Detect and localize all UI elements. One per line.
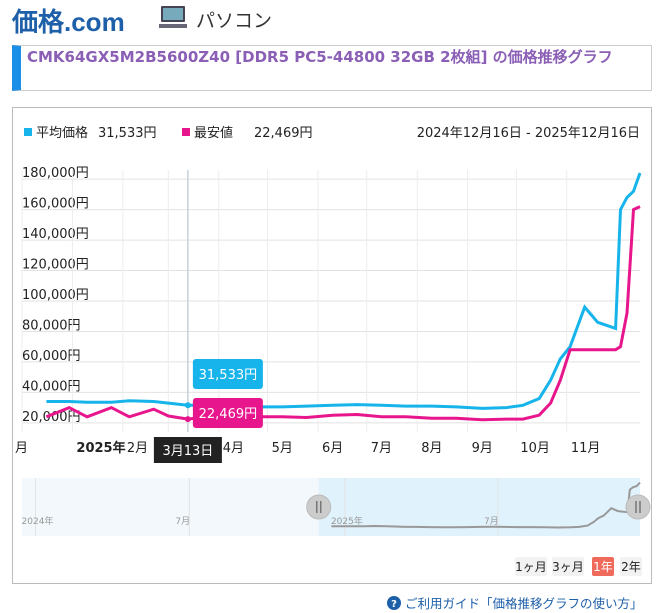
y-tick-label: 20,000円 — [22, 410, 81, 425]
legend-swatch — [24, 128, 32, 136]
monitor-icon — [159, 6, 187, 28]
y-tick-label: 100,000円 — [22, 288, 89, 303]
y-tick-label: 160,000円 — [22, 197, 89, 212]
range-button[interactable] — [620, 557, 642, 576]
x-tick-label: 6月 — [322, 441, 343, 456]
tooltip-box — [192, 398, 263, 428]
navigator-line — [331, 481, 641, 529]
range-button-label[interactable]: 1年 — [593, 560, 613, 574]
y-tick-label: 80,000円 — [22, 318, 81, 333]
tooltip-box — [192, 359, 263, 389]
navigator-handle[interactable] — [625, 494, 651, 520]
range-button[interactable] — [552, 557, 584, 576]
category[interactable]: パソコン — [196, 10, 273, 32]
footer-link[interactable]: ご利用ガイド「価格推移グラフの使い方」 — [405, 596, 643, 611]
range-button-label[interactable]: 1ヶ月 — [515, 560, 547, 574]
tooltip-date-box — [153, 437, 222, 463]
navigator-label: 2024年 — [22, 515, 54, 527]
range-button[interactable] — [515, 557, 547, 576]
hover-point — [184, 402, 191, 409]
help-icon — [387, 596, 401, 610]
x-tick-label: 4月 — [223, 441, 244, 456]
navigator-label: 2025年 — [331, 515, 363, 527]
hover-point — [184, 416, 191, 423]
legend-name: 最安値 — [194, 125, 233, 141]
title-box: CMK64GX5M2B5600Z40 [DDR5 PC5-44800 32GB … — [12, 45, 652, 91]
legend-value: 22,469円 — [254, 126, 313, 141]
tooltip-date: 3月13日 — [162, 444, 213, 459]
help-icon-mark: ? — [391, 599, 397, 610]
x-tick-label: 2025年 — [76, 440, 125, 456]
y-tick-label: 120,000円 — [22, 258, 89, 273]
x-tick-label: 月 — [15, 441, 28, 456]
product-title: CMK64GX5M2B5600Z40 [DDR5 PC5-44800 32GB … — [27, 48, 613, 66]
y-tick-label: 180,000円 — [22, 166, 89, 181]
handle-grip — [635, 501, 641, 513]
x-tick-label: 11月 — [571, 441, 601, 456]
x-tick-label: 2月 — [127, 441, 148, 456]
y-tick-label: 140,000円 — [22, 227, 89, 242]
x-tick-label: 8月 — [421, 441, 442, 456]
y-tick-label: 40,000円 — [22, 379, 81, 394]
navigator-handle[interactable] — [306, 494, 332, 520]
range-button-label[interactable]: 3ヶ月 — [552, 560, 584, 574]
range-button-label[interactable]: 2年 — [621, 560, 641, 574]
handle-grip — [315, 501, 322, 513]
range-button[interactable] — [592, 557, 614, 576]
navigator-label: 7月 — [175, 516, 190, 527]
price-line — [45, 205, 641, 422]
chart-frame — [12, 107, 652, 584]
tooltip-value: 31,533円 — [199, 368, 258, 383]
price-line — [46, 172, 642, 410]
x-tick-label: 10月 — [520, 441, 550, 456]
y-tick-label: 60,000円 — [22, 349, 81, 364]
legend-swatch — [182, 128, 190, 136]
date-range: 2024年12月16日 - 2025年12月16日 — [417, 126, 640, 141]
x-tick-label: 5月 — [272, 441, 293, 456]
legend-value: 31,533円 — [98, 126, 157, 141]
logo[interactable]: 価格.com — [12, 7, 125, 37]
x-tick-label: 9月 — [472, 441, 493, 456]
tooltip-value: 22,469円 — [199, 407, 258, 422]
legend-name: 平均価格 — [36, 125, 88, 141]
x-tick-label: 7月 — [371, 441, 392, 456]
navigator-label: 7月 — [484, 516, 499, 527]
